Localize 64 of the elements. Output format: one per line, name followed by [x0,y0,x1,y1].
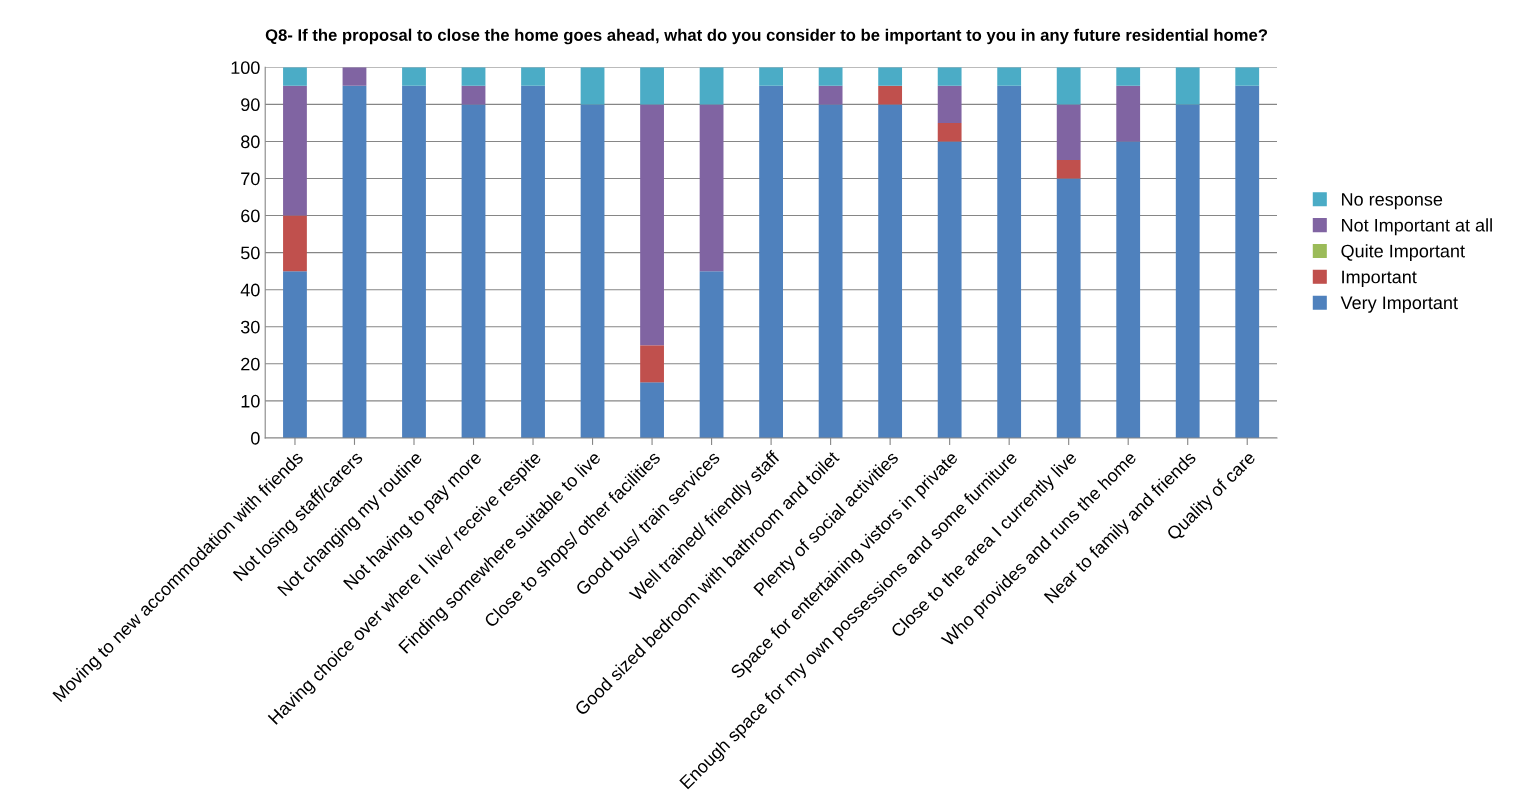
bar [580,67,605,105]
bar [1056,67,1081,105]
bar [1175,104,1200,438]
bar [283,67,307,86]
legend-label: No response [1342,193,1443,210]
bar [580,104,605,438]
bar [1116,141,1141,438]
bar [759,85,783,438]
bar [283,271,307,438]
bar [1235,67,1260,86]
bar [283,85,307,216]
bar [342,85,367,438]
bar [878,85,903,105]
bar [1116,85,1141,142]
bar [283,215,307,272]
chart-title: Q8- If the proposal to close the home goes ahead, what do you consider to be important to you in any future residential home? [265,28,1268,45]
y-tick-label: 80 [241,135,260,149]
bar [699,67,724,105]
y-tick-label: 90 [241,98,260,112]
bar [1116,67,1141,86]
y-tick-label: 10 [241,394,260,408]
bar [640,67,664,105]
bar [1175,67,1200,105]
bar [699,271,724,438]
bar [937,141,962,438]
bar [937,122,962,142]
bar [461,67,486,86]
bar [521,85,545,438]
legend-label: Not Important at all [1342,218,1492,236]
bar [997,67,1022,86]
bar [461,85,486,105]
bar [1056,178,1081,438]
y-tick-label: 20 [241,357,260,371]
legend-label: Quite Important [1341,244,1465,262]
y-tick-label: 50 [240,246,260,260]
bar [640,382,664,438]
bar [402,85,426,438]
bar [878,67,903,86]
bar [937,67,962,86]
bar [521,67,545,86]
bar [997,85,1022,438]
y-tick-label: 70 [241,172,260,186]
legend-label: Important [1342,270,1417,287]
bar [1235,85,1260,438]
bar [818,67,843,86]
bar [1056,159,1081,179]
legend-label: Very Important [1340,296,1458,313]
bar [937,85,962,123]
y-tick-label: 100 [231,61,260,75]
y-tick-label: 60 [241,209,260,223]
bar [759,67,783,86]
bar [1056,104,1081,160]
bar [818,104,843,438]
y-tick-label: 0 [251,431,260,445]
y-tick-label: 40 [240,283,260,297]
bar [640,104,664,346]
bar [342,67,367,86]
bar [402,67,426,86]
bar [699,104,724,272]
bar [461,104,486,438]
y-tick-label: 30 [240,320,260,334]
bar [818,85,843,105]
bar [640,345,664,383]
bar [878,104,903,438]
